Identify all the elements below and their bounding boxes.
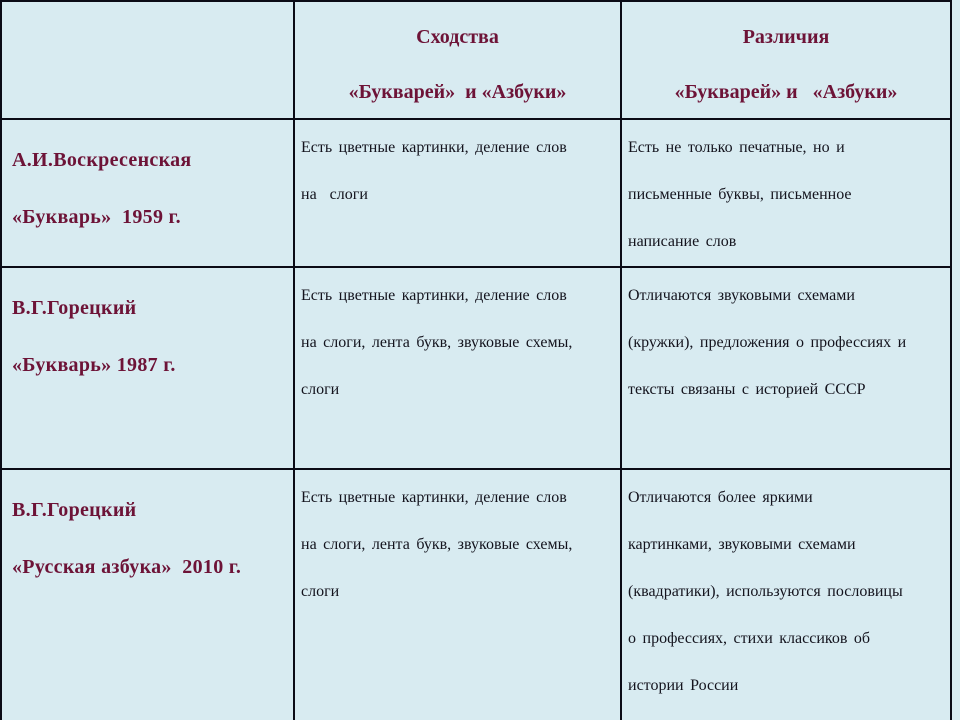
row2-differences: Отличаются звуковыми схемами (кружки), п… [622, 268, 950, 470]
header-books-cell [2, 2, 295, 120]
row3-book-title: В.Г.Горецкий «Русская азбука» 2010 г. [2, 470, 295, 720]
header-similarities-cell: Сходства «Букварей» и «Азбуки» [295, 2, 622, 120]
row1-book-title: А.И.Воскресенская «Букварь» 1959 г. [2, 120, 295, 268]
row1-differences: Есть не только печатные, но и письменные… [622, 120, 950, 268]
header-differences-cell: Различия «Букварей» и «Азбуки» [622, 2, 950, 120]
row2-similarities: Есть цветные картинки, деление слов на с… [295, 268, 622, 470]
row3-differences: Отличаются более яркими картинками, звук… [628, 489, 903, 694]
row1-similarities: Есть цветные картинки, деление слов на с… [295, 120, 622, 268]
row3-similarities: Есть цветные картинки, деление слов на с… [295, 470, 622, 720]
row2-book-title: В.Г.Горецкий «Букварь» 1987 г. [2, 268, 295, 470]
